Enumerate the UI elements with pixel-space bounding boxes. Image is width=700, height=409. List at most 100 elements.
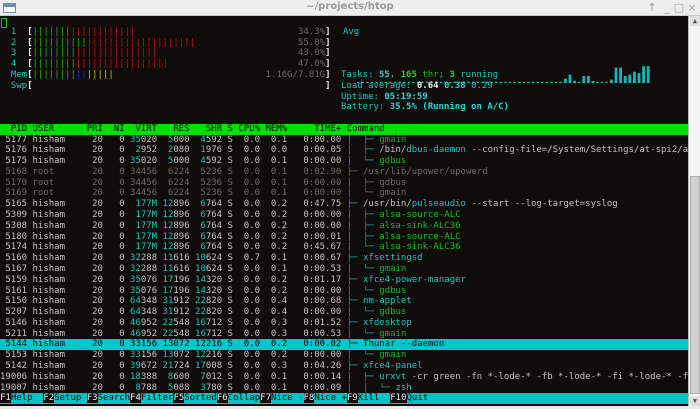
process-row[interactable]: 5169 root 20 0 34456 6224 5236 S 0.0 0.1…	[0, 188, 688, 199]
column-header-s[interactable]: S	[227, 123, 233, 134]
process-row[interactable]: 5142 hisham 20 0 39672 21724 17008 S 0.0…	[0, 361, 688, 372]
user: hisham	[32, 253, 66, 264]
minimize-button[interactable]: _	[664, 1, 670, 14]
process-row[interactable]: 19006 hisham 20 0 18388 8600 7012 S 0.0 …	[0, 372, 688, 383]
process-row[interactable]: 5308 hisham 20 0 177M 12896 6764 S 0.0 0…	[0, 221, 688, 232]
graph-bar	[646, 66, 650, 83]
column-header-pri[interactable]: PRI	[86, 123, 103, 134]
command-name: gmain	[379, 328, 407, 339]
scroll-up-arrow-icon[interactable]: ▲	[690, 16, 700, 26]
res-thousands: 17	[162, 285, 174, 296]
fkey-f9[interactable]: F9	[346, 393, 358, 404]
function-kill-button[interactable]: Kill	[357, 393, 391, 404]
fkey-f1[interactable]: F1	[0, 393, 11, 404]
process-row[interactable]: 5170 root 20 0 34456 6224 5236 S 0.0 0.1…	[0, 178, 688, 189]
command-path: /usr/lib/upower/	[363, 166, 450, 177]
function-nice-button[interactable]: Nice -	[271, 393, 304, 404]
function-filter-button[interactable]: Filter	[140, 393, 174, 404]
fkey-f5[interactable]: F5	[173, 393, 185, 404]
function-nice-button[interactable]: Nice +	[314, 393, 347, 404]
process-row[interactable]: 5146 hisham 20 0 46952 22548 16712 S 0.0…	[0, 318, 688, 329]
shr-units: 216	[205, 339, 223, 350]
process-row[interactable]: 5150 hisham 20 0 64348 31912 22820 S 0.0…	[0, 296, 688, 307]
graph-bar	[527, 81, 530, 83]
process-row[interactable]: 5175 hisham 20 0 35020 5000 4592 S 0.0 0…	[0, 156, 688, 167]
process-row[interactable]: 5165 hisham 20 0 177M 12896 6764 S 0.0 0…	[0, 199, 688, 210]
column-header-pid[interactable]: PID	[10, 123, 28, 134]
fkey-f8[interactable]: F8	[303, 393, 315, 404]
cpu-percent: 0.0	[243, 371, 261, 382]
terminal-app-icon[interactable]	[3, 3, 16, 13]
process-row[interactable]: 5211 hisham 20 0 46952 22548 16712 S 0.0…	[0, 329, 688, 340]
meter-bracket-open: [	[27, 37, 33, 48]
process-row[interactable]: 5168 root 20 0 34456 6224 5236 S 0.0 0.1…	[0, 167, 688, 178]
process-row[interactable]: 5176 hisham 20 0 2952 2080 1976 S 0.0 0.…	[0, 145, 688, 156]
process-row[interactable]: 5161 hisham 20 0 35076 17196 14320 S 0.0…	[0, 286, 688, 297]
virt-thousands: 46	[130, 328, 141, 339]
scroll-down-arrow-icon[interactable]: ▼	[690, 396, 700, 406]
process-row[interactable]: 5174 hisham 20 0 177M 12896 6764 S 0.0 0…	[0, 242, 688, 253]
fkey-f10[interactable]: F10	[390, 393, 407, 404]
res: 11616	[163, 253, 190, 264]
pid: 5211	[5, 328, 28, 339]
process-row[interactable]: 5180 hisham 20 0 177M 12896 6764 S 0.0 0…	[0, 232, 688, 243]
column-header-res[interactable]: RES	[173, 123, 190, 134]
terminal-scrollbar[interactable]: ▲ ▼	[688, 16, 700, 406]
graph-bar	[393, 81, 397, 83]
command-name: xfce4-panel	[363, 360, 423, 371]
state: S	[227, 296, 233, 307]
terminal[interactable]: 1 [||||||||||||||||||| 34.3%] 2 [||||||||||…	[0, 16, 688, 406]
cpu-time: 0:00.00	[303, 350, 342, 361]
column-header-mem[interactable]: MEM%	[265, 123, 288, 134]
column-header-cpu[interactable]: CPU%	[238, 123, 261, 134]
process-row[interactable]: 5167 hisham 20 0 32288 11616 10624 S 0.0…	[0, 264, 688, 275]
function-sorted-button[interactable]: Sorted	[184, 393, 217, 404]
column-header-virt[interactable]: VIRT	[135, 123, 158, 134]
process-row[interactable]: 5207 hisham 20 0 64348 31912 22820 S 0.0…	[0, 307, 688, 318]
fkey-f7[interactable]: F7	[260, 393, 271, 404]
column-header-ni[interactable]: NI	[113, 123, 125, 134]
column-header-shr[interactable]: SHR	[205, 123, 223, 134]
virt-units: 020	[140, 134, 158, 145]
user: hisham	[32, 296, 66, 307]
column-header-time[interactable]: TIME+	[314, 123, 342, 134]
process-row[interactable]: 5160 hisham 20 0 32288 11616 10624 S 0.7…	[0, 253, 688, 264]
function-setup-button[interactable]: Setup	[54, 393, 87, 404]
function-search-button[interactable]: Search	[97, 393, 131, 404]
process-row[interactable]: 5144 hisham 20 0 33156 13072 12216 S 0.0…	[0, 339, 688, 351]
cpu-percent: 0.0	[243, 285, 261, 296]
column-header-command[interactable]: Command	[346, 123, 385, 134]
virt: 32288	[130, 264, 157, 275]
nice: 0	[119, 242, 125, 253]
process-row[interactable]: 19007 hisham 20 0 8788 5088 3780 S 0.0 0…	[0, 383, 688, 394]
function-quit-button[interactable]: Quit	[406, 393, 440, 404]
mem-percent: 0.2	[270, 210, 288, 221]
function-help-button[interactable]: Help	[10, 393, 44, 404]
fkey-f4[interactable]: F4	[130, 393, 141, 404]
res-units: 072	[173, 350, 190, 361]
fkey-f3[interactable]: F3	[86, 393, 98, 404]
fkey-f6[interactable]: F6	[216, 393, 228, 404]
command-name: gmain	[379, 188, 407, 199]
tree-branch: │ └─	[346, 285, 380, 296]
mem-percent: 0.2	[270, 231, 288, 242]
res: 31912	[163, 307, 190, 318]
function-collap-button[interactable]: Collap	[227, 393, 261, 404]
process-row[interactable]: 5159 hisham 20 0 35076 17196 14320 S 0.0…	[0, 275, 688, 286]
column-header-user[interactable]: USER	[32, 123, 55, 134]
maximize-button[interactable]: □	[673, 1, 685, 14]
scrollbar-thumb[interactable]	[690, 176, 700, 394]
process-row[interactable]: 5177 hisham 20 0 35020 5000 4592 S 0.0 0…	[0, 135, 688, 146]
priority: 20	[92, 350, 103, 361]
priority: 20	[92, 166, 103, 177]
process-row[interactable]: 5153 hisham 20 0 33156 13072 12216 S 0.0…	[0, 350, 688, 361]
shr: 5236	[200, 166, 223, 177]
fkey-f2[interactable]: F2	[43, 393, 55, 404]
keep-above-button[interactable]: ↑	[647, 1, 657, 14]
mem-percent: 0.3	[270, 360, 288, 371]
process-row[interactable]: 5309 hisham 20 0 177M 12896 6764 S 0.0 0…	[0, 210, 688, 221]
meter-value: 34.3%	[298, 26, 326, 37]
priority: 20	[92, 382, 103, 393]
graph-bar	[637, 73, 641, 83]
close-button[interactable]: ×	[687, 1, 697, 14]
